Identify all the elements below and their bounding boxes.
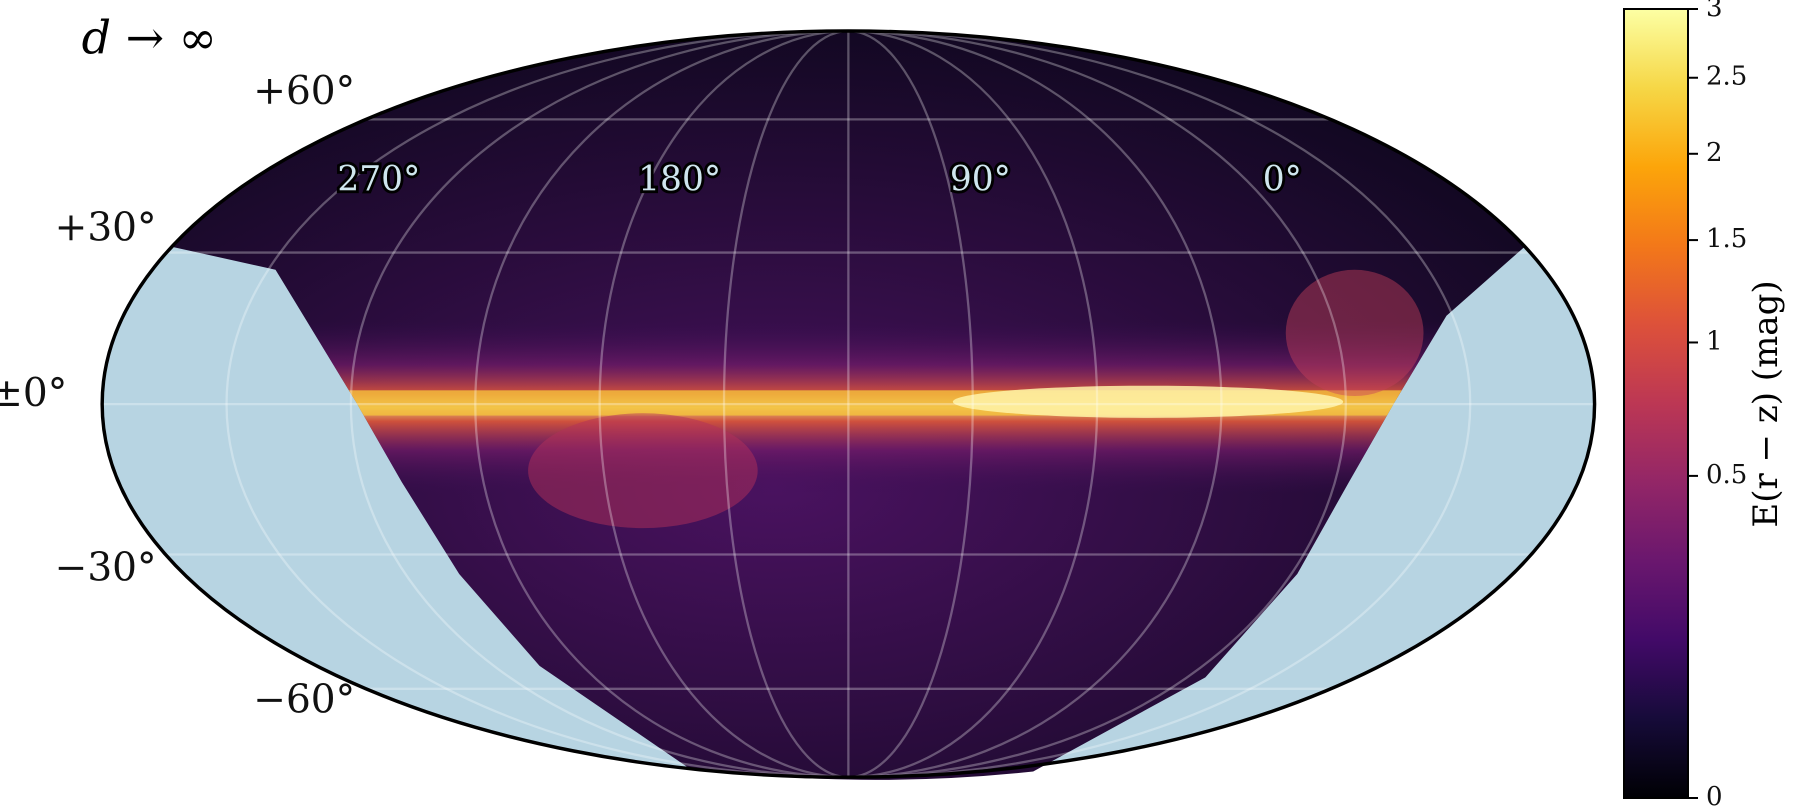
colorbar-tick-label: 0.5	[1706, 460, 1747, 490]
latitude-label: −30°	[55, 546, 157, 591]
longitude-label: 90°	[950, 159, 1011, 199]
longitude-label: 0°	[1263, 159, 1302, 199]
title: d → ∞	[82, 10, 217, 64]
bright-region	[952, 385, 1344, 418]
dust-cloud	[528, 413, 758, 529]
colorbar-tick-label: 3	[1706, 0, 1723, 23]
longitude-label: 180°	[638, 159, 721, 199]
latitude-label: −60°	[253, 678, 355, 723]
sky-map: d → ∞ +60° +30° ±0° −30° −60° 270° 180° 90° 0°	[0, 10, 1597, 780]
colorbar-tick-label: 1	[1706, 326, 1723, 356]
colorbar	[1623, 8, 1689, 799]
map-outline	[100, 29, 1597, 779]
dust-cloud	[1285, 269, 1424, 397]
colorbar-tick-label: 2.5	[1706, 62, 1747, 92]
latitude-label: +60°	[253, 69, 355, 114]
colorbar-tick-label: 1.5	[1706, 224, 1747, 254]
latitude-label: ±0°	[0, 371, 67, 416]
colorbar-label: E(r − z) (mag)	[1746, 280, 1786, 527]
latitude-label: +30°	[55, 206, 157, 251]
colorbar-tick-label: 0	[1706, 782, 1723, 812]
longitude-label: 270°	[337, 159, 420, 199]
colorbar-tick-label: 2	[1706, 138, 1723, 168]
